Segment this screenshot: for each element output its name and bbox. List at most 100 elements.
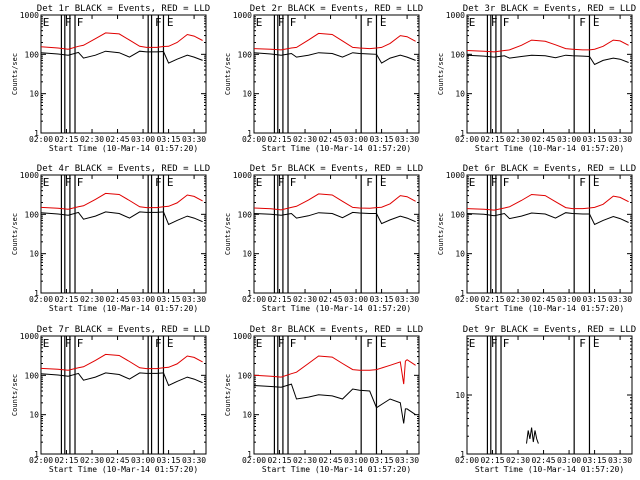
x-tick-label: 03:00 — [344, 456, 368, 465]
flag-label: F — [503, 337, 510, 350]
flag-label: E — [593, 16, 600, 29]
x-tick-label: 03:15 — [370, 295, 394, 304]
flag-label: F — [155, 16, 162, 29]
flag-label: E — [593, 176, 600, 189]
event-rate-line — [253, 52, 416, 64]
panel-title: Det 2r BLACK = Events, RED = LLD — [250, 4, 423, 14]
y-axis-label: Counts/sec — [11, 53, 19, 95]
y-tick-label: 100 — [238, 371, 253, 380]
y-tick-label: 1000 — [233, 11, 252, 20]
flag-label: F — [290, 16, 297, 29]
event-rate-line — [40, 211, 203, 226]
plot-frame — [466, 174, 633, 294]
y-tick-label: 1 — [34, 450, 39, 459]
x-tick-label: 03:30 — [182, 295, 206, 304]
x-tick-label: 02:30 — [80, 456, 104, 465]
lld-rate-line — [253, 193, 416, 211]
y-tick-label: 1000 — [446, 171, 465, 180]
x-tick-label: 03:30 — [395, 295, 419, 304]
x-tick-label: 02:30 — [506, 295, 530, 304]
x-tick-label: 02:30 — [293, 456, 317, 465]
y-tick-label: 100 — [25, 371, 40, 380]
y-tick-label: 1 — [460, 289, 465, 298]
flag-label: E — [167, 337, 174, 350]
event-rate-line — [526, 427, 539, 444]
event-rate-line — [466, 212, 629, 226]
flag-label: F — [366, 176, 373, 189]
x-tick-label: 03:00 — [131, 295, 155, 304]
y-tick-label: 10 — [242, 90, 252, 99]
x-tick-label: 02:00 — [29, 456, 53, 465]
flag-label: F — [278, 16, 285, 29]
flag-label: F — [366, 337, 373, 350]
lld-rate-line — [40, 192, 203, 210]
x-tick-label: 02:45 — [531, 135, 555, 144]
flag-label: F — [77, 16, 84, 29]
x-tick-label: 03:15 — [157, 135, 181, 144]
flag-label: E — [469, 337, 476, 350]
y-tick-label: 1000 — [20, 11, 39, 20]
y-tick-label: 10 — [455, 90, 465, 99]
flag-label: E — [256, 16, 263, 29]
x-tick-label: 02:30 — [80, 135, 104, 144]
x-tick-label: 03:30 — [608, 135, 632, 144]
panel-title: Det 6r BLACK = Events, RED = LLD — [463, 164, 636, 174]
x-tick-label: 02:00 — [29, 295, 53, 304]
x-axis-label: Start Time (10-Mar-14 01:57:20) — [475, 304, 624, 313]
x-tick-label: 02:15 — [54, 295, 78, 304]
y-tick-label: 1 — [34, 129, 39, 138]
x-tick-label: 02:45 — [318, 295, 342, 304]
flag-label: F — [491, 176, 498, 189]
x-tick-label: 02:30 — [293, 295, 317, 304]
x-tick-label: 02:00 — [455, 456, 479, 465]
y-tick-label: 100 — [451, 210, 466, 219]
x-tick-label: 02:15 — [54, 456, 78, 465]
y-tick-label: 1 — [247, 129, 252, 138]
y-tick-label: 100 — [238, 210, 253, 219]
x-tick-label: 03:00 — [557, 295, 581, 304]
x-tick-label: 02:15 — [480, 295, 504, 304]
y-tick-label: 10 — [455, 391, 465, 400]
y-tick-label: 10 — [29, 411, 39, 420]
y-tick-label: 100 — [238, 50, 253, 59]
x-tick-label: 03:00 — [557, 135, 581, 144]
flag-label: F — [65, 337, 72, 350]
panel-title: Det 5r BLACK = Events, RED = LLD — [250, 164, 423, 174]
flag-label: F — [77, 337, 84, 350]
flag-label: F — [278, 337, 285, 350]
plot-frame — [40, 14, 207, 134]
y-tick-label: 1 — [247, 450, 252, 459]
y-tick-label: 100 — [451, 50, 466, 59]
flag-label: E — [43, 337, 50, 350]
x-tick-label: 03:00 — [557, 456, 581, 465]
plot-frame — [40, 174, 207, 294]
y-tick-label: 1 — [247, 289, 252, 298]
flag-label: E — [469, 16, 476, 29]
x-tick-label: 02:00 — [29, 135, 53, 144]
x-tick-label: 03:15 — [583, 295, 607, 304]
y-axis-label: Counts/sec — [11, 213, 19, 255]
x-tick-label: 03:15 — [583, 456, 607, 465]
x-axis-label: Start Time (10-Mar-14 01:57:20) — [49, 465, 198, 474]
lld-rate-line — [40, 353, 203, 371]
y-tick-label: 10 — [242, 250, 252, 259]
x-tick-label: 02:45 — [531, 295, 555, 304]
y-tick-label: 1 — [460, 450, 465, 459]
x-tick-label: 02:45 — [105, 295, 129, 304]
x-tick-label: 03:00 — [344, 135, 368, 144]
x-axis-label: Start Time (10-Mar-14 01:57:20) — [475, 465, 624, 474]
y-axis-label: Counts/sec — [437, 53, 445, 95]
x-tick-label: 03:30 — [395, 456, 419, 465]
y-tick-label: 100 — [25, 50, 40, 59]
event-rate-line — [40, 372, 203, 387]
flag-label: F — [290, 176, 297, 189]
flag-label: F — [278, 176, 285, 189]
flag-label: E — [469, 176, 476, 189]
x-axis-label: Start Time (10-Mar-14 01:57:20) — [262, 465, 411, 474]
panel-title: Det 7r BLACK = Events, RED = LLD — [37, 325, 210, 335]
